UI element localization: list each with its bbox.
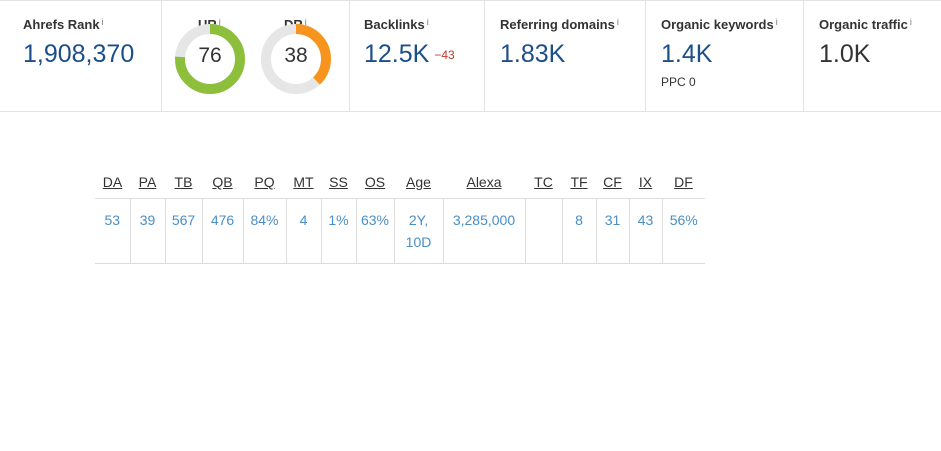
- table-header-row: DA PA TB QB PQ MT SS OS Age Alexa TC TF CF IX DF: [95, 162, 705, 199]
- value-tc: [524, 198, 562, 264]
- column-header-ix[interactable]: IX: [629, 162, 662, 199]
- ur-donut-arc: [175, 24, 245, 94]
- column-header-ss[interactable]: SS: [321, 162, 356, 199]
- value-alexa: 3,285,000: [442, 198, 525, 264]
- backlinks-card: Backlinks i 12.5K −43: [349, 1, 484, 111]
- column-header-os[interactable]: OS: [356, 162, 394, 199]
- value-ss: 1%: [320, 198, 356, 264]
- value-tb: 567: [164, 198, 202, 264]
- column-header-cf[interactable]: CF: [596, 162, 629, 199]
- referring-domains-card: Referring domains i 1.83K: [484, 1, 645, 111]
- column-header-mt[interactable]: MT: [286, 162, 321, 199]
- column-header-tc[interactable]: TC: [525, 162, 562, 199]
- backlinks-delta: −43: [434, 48, 455, 62]
- info-icon[interactable]: i: [909, 17, 912, 27]
- ahrefs-rank-value: 1,908,370: [23, 40, 135, 68]
- organic-keywords-card: Organic keywords i 1.4K PPC 0: [645, 1, 803, 111]
- column-header-df[interactable]: DF: [662, 162, 705, 199]
- dr-donut: [261, 24, 331, 94]
- organic-traffic-label: Organic traffic i: [819, 17, 912, 32]
- organic-traffic-value: 1.0K: [819, 40, 871, 68]
- table-row: 53 39 567 476 84% 4 1% 63% 2Y, 10D 3,285,000 8 31 43…: [95, 198, 705, 264]
- referring-domains-value[interactable]: 1.83K: [500, 40, 566, 68]
- value-pa: 39: [129, 198, 165, 264]
- ahrefs-rank-card: Ahrefs Rank i 1,908,370: [0, 1, 161, 111]
- backlinks-value: 12.5K −43: [364, 40, 484, 69]
- metrics-bar: Ahrefs Rank i 1,908,370 UR i 76 DR i 38 Bac…: [0, 0, 941, 112]
- column-header-qb[interactable]: QB: [202, 162, 243, 199]
- info-icon[interactable]: i: [426, 17, 429, 27]
- value-cf: 31: [595, 198, 629, 264]
- ur-value: 76: [198, 44, 222, 67]
- value-ix: 43: [628, 198, 662, 264]
- value-df: 56%: [661, 198, 705, 264]
- value-pq: 84%: [242, 198, 286, 264]
- info-icon[interactable]: i: [616, 17, 619, 27]
- column-header-tb[interactable]: TB: [165, 162, 202, 199]
- backlinks-label: Backlinks i: [364, 17, 429, 32]
- ur-donut: [175, 24, 245, 94]
- column-header-tf[interactable]: TF: [562, 162, 596, 199]
- info-icon[interactable]: i: [218, 17, 221, 27]
- value-os: 63%: [355, 198, 394, 264]
- rating-card: UR i 76 DR i 38: [161, 1, 349, 111]
- value-da: 53: [95, 198, 130, 264]
- info-icon[interactable]: i: [101, 17, 104, 27]
- backlinks-count[interactable]: 12.5K: [364, 40, 430, 68]
- organic-traffic-card: Organic traffic i 1.0K: [803, 1, 941, 111]
- column-header-age[interactable]: Age: [394, 162, 443, 199]
- referring-domains-label: Referring domains i: [500, 17, 619, 32]
- value-tf: 8: [561, 198, 596, 264]
- column-header-alexa[interactable]: Alexa: [443, 162, 525, 199]
- organic-keywords-value[interactable]: 1.4K: [661, 40, 713, 68]
- organic-keywords-label: Organic keywords i: [661, 17, 778, 32]
- ahrefs-rank-label: Ahrefs Rank i: [23, 17, 104, 32]
- value-qb: 476: [201, 198, 243, 264]
- column-header-pa[interactable]: PA: [130, 162, 165, 199]
- info-icon[interactable]: i: [775, 17, 778, 27]
- column-header-da[interactable]: DA: [95, 162, 130, 199]
- dr-value: 38: [284, 44, 308, 67]
- column-header-pq[interactable]: PQ: [243, 162, 286, 199]
- value-mt: 4: [285, 198, 321, 264]
- ppc-value: PPC 0: [661, 75, 696, 89]
- info-icon[interactable]: i: [304, 17, 307, 27]
- value-age: 2Y, 10D: [393, 198, 443, 264]
- seo-metrics-table: DA PA TB QB PQ MT SS OS Age Alexa TC TF CF IX DF 53 39 5…: [95, 162, 705, 264]
- dr-donut-arc: [261, 24, 331, 94]
